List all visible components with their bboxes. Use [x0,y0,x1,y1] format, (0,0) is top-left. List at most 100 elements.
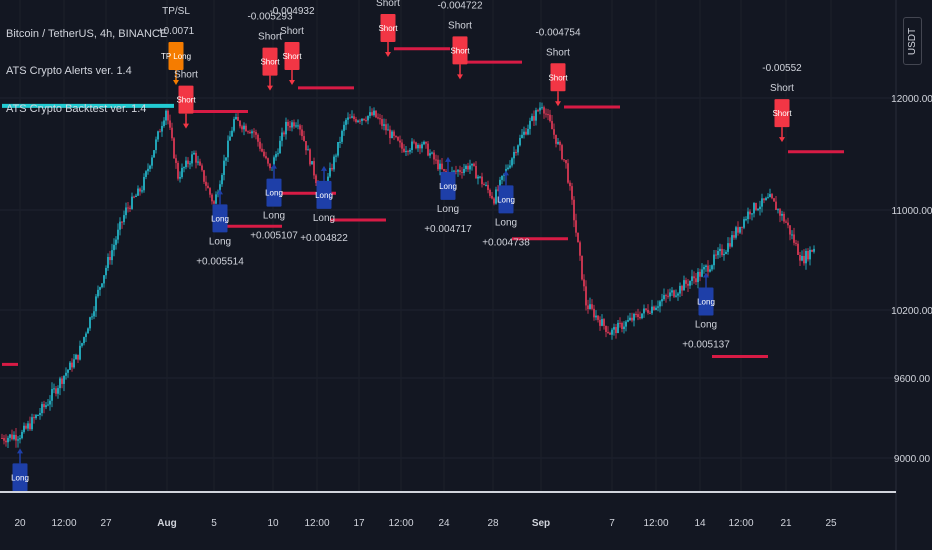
candle-body [717,251,719,256]
candle-body [51,389,53,401]
candle-body [725,251,727,254]
candle-body [401,142,403,149]
candle-body [233,119,235,131]
candle-body [45,405,47,408]
candle-body [69,362,71,370]
candle-body [175,158,177,163]
signal-arrow-head [555,101,561,107]
time-tick-label: 5 [211,518,217,529]
long-signal-marker [698,287,714,316]
candle-body [669,292,671,297]
candle-body [563,159,565,161]
candle-body [301,129,303,137]
candle-body [363,118,365,121]
candle-body [15,434,17,441]
candle-body [371,112,373,116]
candle-body [623,326,625,330]
candle-body [333,156,335,170]
indicator-backtest-label[interactable]: ATS Crypto Backtest ver. 1.4 [6,103,147,115]
candle-body [241,126,243,130]
candle-body [653,306,655,310]
short-signal-marker [452,36,468,65]
candle-body [485,184,487,186]
candle-body [235,116,237,120]
signal-label: -0.004754 [535,27,580,38]
candle-body [361,118,363,121]
candle-body [639,317,641,319]
signal-marker-text: Long [697,298,715,307]
price-unit-button[interactable]: USDT [903,17,922,65]
symbol-title[interactable]: Bitcoin / TetherUS, 4h, BINANCE [6,28,168,40]
candle-body [759,206,761,210]
candle-body [689,281,691,286]
candle-body [285,121,287,135]
candle-body [3,438,5,441]
candle-body [189,163,191,165]
candle-body [419,144,421,149]
signal-label: -0.005293 [247,12,292,23]
candle-body [171,127,173,139]
time-axis[interactable]: 20 12:00 27 Aug 5 10 12:00 17 12:00 24 28 Sep 7 12:00… [14,518,837,529]
candle-body [265,156,267,159]
candle-body [555,134,557,144]
candle-body [89,317,91,329]
candle-body [661,299,663,302]
candle-body [389,129,391,139]
candle-body [131,196,133,209]
candle-body [587,305,589,310]
candle-body [255,132,257,135]
candle-body [65,372,67,376]
candle-body [683,280,685,291]
candle-body [311,161,313,165]
candle-body [129,207,131,209]
candle-body [433,152,435,160]
candle-body [181,167,183,178]
signal-label: Long [495,217,517,228]
time-tick-label: 25 [825,518,837,529]
candle-body [257,134,259,142]
candle-body [603,319,605,326]
candle-body [121,221,123,223]
candle-body [771,194,773,199]
candle-body [439,163,441,170]
candle-body [787,222,789,226]
candle-body [443,169,445,172]
signal-label: TP/SL [162,6,190,17]
candle-body [813,248,815,252]
candle-body [501,175,503,180]
candle-body [703,267,705,270]
signal-arrow-head [289,80,295,85]
candle-body [527,128,529,135]
candle-body [105,267,107,276]
candle-body [135,195,137,198]
candle-body [413,141,415,143]
candle-body [367,115,369,121]
price-axis[interactable]: 12000.00 11000.00 10200.00 9600.00 9000.00 [891,94,932,465]
candle-body [473,163,475,167]
candle-body [659,301,661,307]
candle-body [599,319,601,326]
candle-body [111,250,113,261]
candle-body [427,143,429,156]
candle-body [635,313,637,315]
candle-body [295,125,297,127]
candle-body [721,248,723,256]
candle-body [303,136,305,142]
signal-label: Short [280,26,304,37]
candle-body [655,307,657,310]
signal-marker-text: Short [282,52,302,61]
indicator-alerts-label[interactable]: ATS Crypto Alerts ver. 1.4 [6,65,132,77]
candle-body [621,322,623,330]
candle-body [753,203,755,214]
candle-body [247,131,249,133]
candle-body [755,203,757,210]
candle-body [27,423,29,429]
candle-body [727,243,729,252]
candle-body [663,295,665,300]
candle-body [651,306,653,314]
candle-body [41,404,43,414]
signal-arrow-head [703,272,709,278]
signal-marker-text: Long [11,473,29,482]
